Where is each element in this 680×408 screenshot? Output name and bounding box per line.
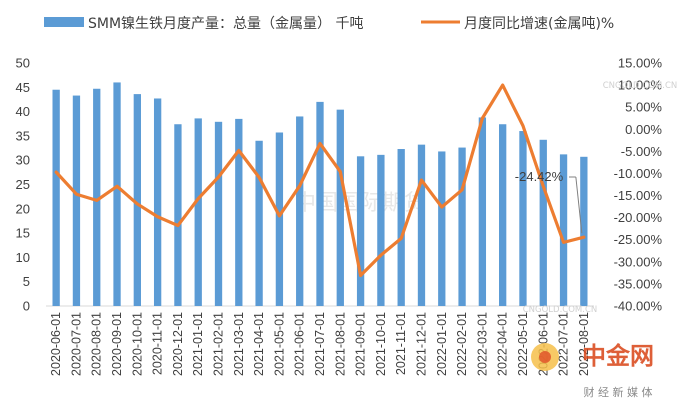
- bar: [458, 147, 466, 306]
- bar: [539, 139, 547, 306]
- bar: [559, 154, 568, 306]
- bar: [397, 149, 405, 306]
- bar: [93, 88, 101, 307]
- x-tick-label: 2021-09-01: [354, 312, 368, 376]
- bar: [275, 132, 284, 306]
- x-tick-label: 2021-06-01: [293, 312, 307, 376]
- bar: [296, 116, 304, 307]
- y-right-tick-label: 5.00%: [625, 100, 662, 115]
- annotation-leader: [575, 176, 583, 234]
- bar: [580, 156, 588, 306]
- bar: [417, 144, 426, 306]
- bar: [153, 98, 162, 306]
- bar: [336, 109, 344, 306]
- bar: [113, 82, 121, 306]
- x-tick-label: 2020-07-01: [69, 312, 83, 376]
- annotation-label: -24.42%: [515, 169, 564, 184]
- axes: 0 5 10 15 20 25 30 35 40 45 50 -40.00% -35.00% -30.00…: [16, 56, 663, 376]
- y-right-tick-label: -15.00%: [614, 188, 663, 203]
- x-tick-label: 2022-03-01: [475, 312, 489, 376]
- bar: [377, 154, 385, 306]
- x-tick-label: 2020-08-01: [90, 312, 104, 376]
- x-tick-label: 2021-10-01: [374, 312, 388, 376]
- bar: [255, 140, 263, 306]
- x-tick-label: 2020-06-01: [49, 312, 63, 376]
- x-tick-label: 2021-07-01: [313, 312, 327, 376]
- watermark-url-mid: CNGOLD.COM.CN: [523, 305, 598, 315]
- bar: [72, 95, 81, 306]
- y-left-tick-label: 15: [16, 226, 30, 241]
- x-tick-label: 2021-12-01: [414, 312, 428, 376]
- y-right-tick-label: -35.00%: [614, 276, 663, 291]
- legend-line-label: 月度同比增速(金属吨)%: [464, 16, 614, 32]
- bar: [214, 121, 223, 306]
- x-tick-label: 2021-02-01: [212, 312, 226, 376]
- bar: [438, 151, 446, 306]
- y-right-tick-label: -25.00%: [614, 232, 663, 247]
- bar: [174, 124, 182, 307]
- x-tick-label: 2020-10-01: [130, 312, 144, 376]
- bar: [478, 117, 487, 306]
- legend-bar-label: SMM镍生铁月度产量：总量（金属量） 千吨: [88, 16, 364, 32]
- x-tick-label: 2020-09-01: [110, 312, 124, 376]
- y-right-tick-label: 10.00%: [618, 78, 663, 93]
- x-tick-label: 2022-05-01: [516, 312, 530, 376]
- legend: SMM镍生铁月度产量：总量（金属量） 千吨 月度同比增速(金属吨)%: [44, 16, 614, 32]
- logo-icon-inner: [539, 351, 551, 363]
- bars: [52, 82, 588, 307]
- x-tick-label: 2021-08-01: [333, 312, 347, 376]
- bar: [52, 89, 60, 306]
- y-left-tick-label: 50: [16, 56, 30, 71]
- y-left-tick-label: 40: [16, 104, 30, 119]
- y-right-tick-label: -40.00%: [614, 299, 663, 314]
- bar: [133, 94, 141, 306]
- logo-subtext: 财 经 新 媒 体: [584, 385, 653, 399]
- y-left-tick-label: 10: [16, 250, 30, 265]
- y-left-tick-label: 25: [16, 177, 30, 192]
- y-left-tick-label: 5: [23, 274, 30, 289]
- x-tick-label: 2020-12-01: [171, 312, 185, 376]
- x-tick-label: 2021-11-01: [394, 312, 408, 375]
- bar: [316, 101, 324, 306]
- x-tick-label: 2021-04-01: [252, 312, 266, 376]
- y-left-tick-label: 35: [16, 128, 30, 143]
- cngold-logo: CNGOLD.COM.CN CNGOLD.COM.CN 中金网 财 经 新 媒 …: [523, 81, 678, 399]
- y-left-tick-label: 0: [23, 299, 30, 314]
- bar: [356, 156, 365, 306]
- y-right-tick-label: -30.00%: [614, 254, 663, 269]
- bar: [194, 118, 202, 307]
- bar: [235, 118, 243, 306]
- growth-line: [54, 83, 586, 278]
- y-left-tick-label: 20: [16, 201, 30, 216]
- x-tick-label: 2021-03-01: [232, 312, 246, 376]
- y-right-tick-label: -20.00%: [614, 210, 663, 225]
- x-tick-label: 2022-04-01: [496, 312, 510, 376]
- x-tick-label: 2022-08-01: [577, 312, 591, 376]
- y-right-tick-label: 0.00%: [625, 122, 662, 137]
- x-tick-label: 2022-01-01: [435, 312, 449, 376]
- x-tick-label: 2020-11-01: [151, 312, 165, 375]
- x-tick-label: 2022-02-01: [455, 312, 469, 376]
- y-right-tick-label: -10.00%: [614, 166, 663, 181]
- legend-bar-swatch: [44, 17, 84, 27]
- annotations: -24.42%: [515, 169, 583, 234]
- x-tick-label: 2021-01-01: [191, 312, 205, 376]
- x-tick-label: 2022-07-01: [557, 312, 571, 376]
- watermark-url-top: CNGOLD.COM.CN: [603, 81, 678, 91]
- y-left-tick-label: 30: [16, 153, 30, 168]
- y-right-tick-label: 15.00%: [618, 56, 663, 71]
- y-left-tick-label: 45: [16, 80, 30, 95]
- bar: [499, 124, 507, 307]
- y-right-tick-label: -5.00%: [621, 144, 663, 159]
- x-tick-label: 2021-05-01: [272, 312, 286, 376]
- logo-text: 中金网: [582, 342, 654, 370]
- bar: [519, 131, 527, 306]
- growth-line-path: [54, 83, 586, 278]
